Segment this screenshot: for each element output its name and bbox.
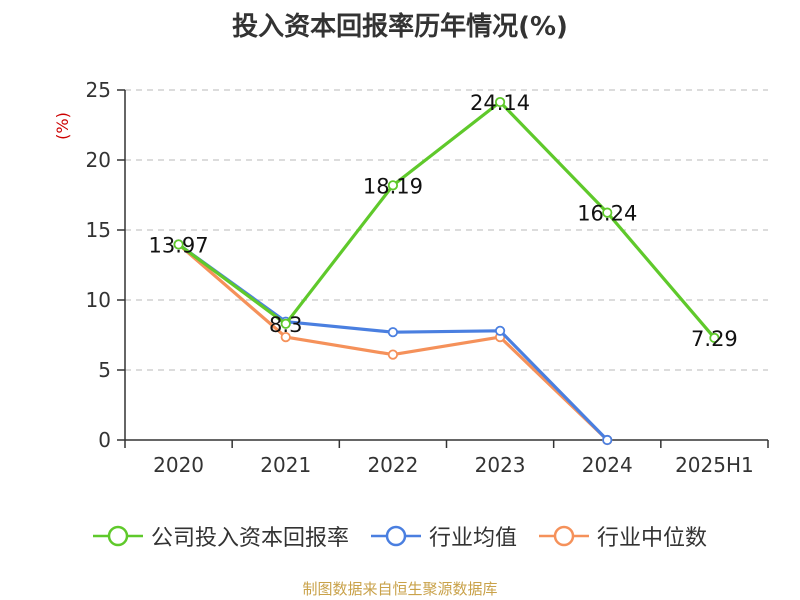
data-point [280, 318, 291, 329]
series-1 [173, 239, 613, 446]
legend-label: 行业均值 [428, 526, 517, 551]
y-unit-label: (%) [53, 112, 72, 140]
data-point [387, 180, 399, 191]
data-point [280, 331, 291, 343]
data-label: 24.14 [470, 91, 530, 115]
source-note: 制图数据来自恒生聚源数据库 [302, 580, 498, 598]
legend-label: 行业中位数 [597, 526, 708, 551]
legend-marker-icon [539, 525, 589, 547]
data-point [709, 332, 720, 344]
data-label: 8.3 [269, 313, 302, 337]
chart-title: 投入资本回报率历年情况(%) [232, 12, 568, 42]
axis-layer: 0 5 10 15 20 25 2020 2021 2022 2023 2024 2025H1 (%) [53, 78, 769, 477]
y-tick-label: 15 [86, 218, 111, 242]
data-label: 18.19 [363, 174, 423, 198]
data-label: 16.24 [577, 202, 637, 226]
data-point [494, 325, 506, 336]
series-layer [173, 96, 720, 446]
y-tick-label: 0 [98, 428, 111, 452]
data-point [602, 207, 613, 218]
series-line [177, 243, 609, 442]
x-tick-label: 2021 [260, 453, 311, 477]
data-point [602, 434, 613, 446]
data-label: 13.97 [149, 233, 209, 257]
x-tick-label: 2020 [153, 453, 204, 477]
legend-marker-icon [92, 525, 143, 547]
series-line [177, 243, 609, 442]
x-tick-label: 2024 [582, 453, 633, 477]
data-point [173, 239, 184, 250]
data-point [494, 96, 506, 108]
legend-item-1[interactable]: 行业均值 [370, 520, 517, 552]
x-tick-label: 2025H1 [675, 453, 754, 477]
series-0 [173, 96, 720, 344]
y-tick-label: 20 [86, 148, 111, 172]
legend-label: 公司投入资本回报率 [150, 526, 349, 551]
data-point [387, 349, 399, 360]
data-point [387, 327, 399, 338]
legend: 公司投入资本回报率 行业均值 行业中位数 [0, 520, 800, 552]
legend-item-0[interactable]: 公司投入资本回报率 [92, 520, 349, 552]
y-tick-label: 25 [86, 78, 111, 102]
y-tick-label: 10 [86, 288, 111, 312]
data-label-layer: 13.97 8.3 18.19 24.14 16.24 7.29 [149, 91, 738, 351]
legend-item-2[interactable]: 行业中位数 [539, 520, 707, 552]
series-line [177, 100, 716, 339]
y-tick-label: 5 [98, 358, 111, 382]
legend-marker-icon [370, 525, 421, 547]
grid-layer [125, 89, 768, 371]
data-label: 7.29 [691, 327, 738, 351]
x-tick-label: 2023 [475, 453, 526, 477]
series-2 [173, 239, 613, 446]
x-tick-label: 2022 [367, 453, 418, 477]
